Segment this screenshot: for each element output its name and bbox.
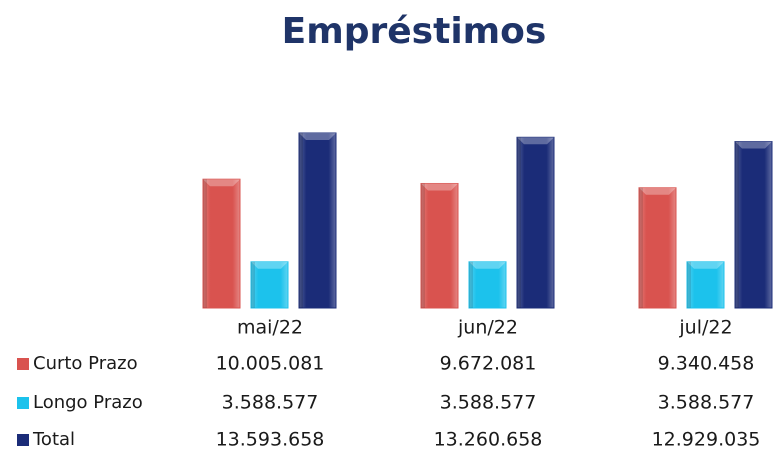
bar-bevel	[251, 261, 255, 308]
bar	[420, 182, 459, 309]
bar	[686, 261, 725, 309]
table-value: 9.340.458	[658, 353, 755, 375]
x-tick-label: jun/22	[457, 317, 518, 339]
bar-body	[516, 136, 555, 309]
bar	[734, 141, 773, 309]
table-value: 9.672.081	[440, 353, 537, 375]
chart-title: Empréstimos	[282, 11, 547, 52]
table-value: 3.588.577	[658, 392, 755, 414]
bar-body	[298, 132, 337, 309]
bar-bevel	[421, 183, 458, 191]
bar-bevel	[687, 261, 691, 308]
table-value: 3.588.577	[440, 392, 537, 414]
bar	[250, 261, 289, 309]
bar-bevel	[469, 261, 473, 308]
bar-body	[202, 178, 241, 309]
bar-body	[734, 141, 773, 309]
bar-bevel	[203, 179, 240, 187]
bar-bevel	[251, 261, 288, 269]
bar-bevel	[299, 133, 336, 140]
legend-label: Total	[32, 429, 75, 450]
bar	[298, 132, 337, 309]
bar	[638, 187, 677, 309]
bar-bevel	[639, 187, 676, 195]
bar-bevel	[203, 179, 207, 308]
bar-body	[250, 261, 289, 309]
bar-body	[468, 261, 507, 309]
x-tick-label: jul/22	[678, 317, 732, 339]
bar-body	[420, 182, 459, 309]
x-tick-label: mai/22	[237, 317, 303, 339]
legend-swatch	[17, 434, 29, 446]
bar-body	[686, 261, 725, 309]
legend-swatch	[17, 358, 29, 370]
bar	[516, 136, 555, 309]
bar-bevel	[421, 183, 425, 308]
table-value: 12.929.035	[652, 429, 761, 451]
bar	[468, 261, 507, 309]
bar-bevel	[639, 187, 643, 308]
table-value: 13.260.658	[434, 429, 543, 451]
bar-bevel	[735, 141, 739, 308]
table-value: 13.593.658	[216, 429, 325, 451]
bar	[202, 178, 241, 309]
legend-label: Longo Prazo	[33, 392, 143, 413]
bar-body	[638, 187, 677, 309]
bar-bevel	[735, 141, 772, 149]
legend-label: Curto Prazo	[33, 353, 138, 374]
table-value: 3.588.577	[222, 392, 319, 414]
bar-bevel	[299, 133, 303, 308]
bar-bevel	[517, 137, 521, 308]
bar-bevel	[469, 261, 506, 269]
legend-swatch	[17, 397, 29, 409]
table-value: 10.005.081	[216, 353, 325, 375]
bar-bevel	[687, 261, 724, 269]
bar-bevel	[517, 137, 554, 145]
